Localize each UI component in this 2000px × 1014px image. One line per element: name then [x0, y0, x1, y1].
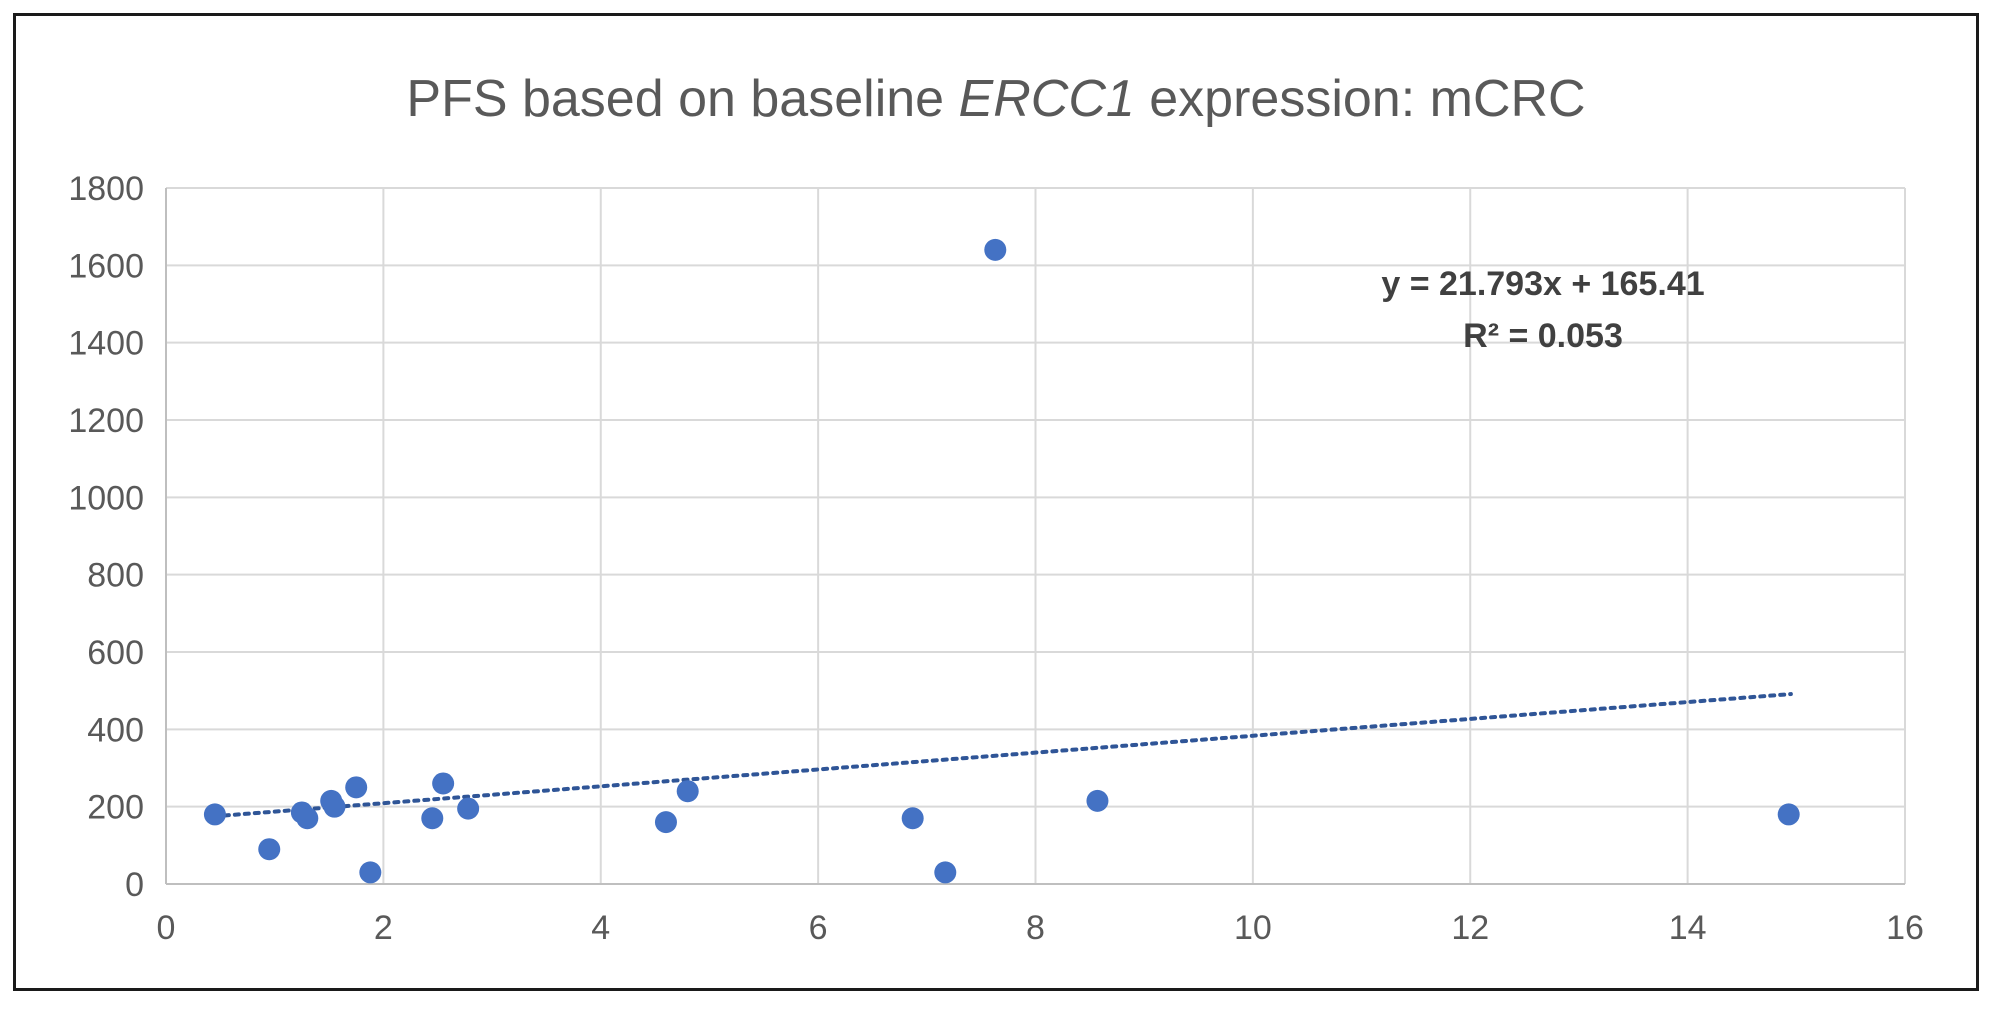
data-point: [984, 238, 1007, 261]
data-point: [432, 772, 455, 795]
data-point: [934, 861, 957, 884]
data-point: [457, 797, 480, 820]
chart-title: PFS based on baseline ERCC1 expression: …: [406, 70, 1585, 128]
y-tick-label: 800: [87, 557, 144, 595]
chart-title-part: ERCC1: [959, 70, 1135, 128]
trendline-group: [212, 692, 1793, 819]
trendline-equation-label: y = 21.793x + 165.41: [1381, 265, 1704, 303]
trendline: [212, 692, 1793, 819]
chart-frame: PFS based on baseline ERCC1 expression: …: [13, 13, 1979, 991]
x-tick-label: 2: [374, 909, 393, 947]
y-tick-label: 1400: [68, 325, 144, 363]
data-point: [901, 807, 924, 830]
chart-title-part: PFS based on baseline: [406, 70, 958, 128]
data-point: [676, 780, 699, 803]
chart-title-part: expression: mCRC: [1135, 70, 1586, 128]
data-point: [323, 795, 346, 818]
data-point: [654, 811, 677, 834]
x-tick-label: 10: [1234, 909, 1272, 947]
data-point: [1086, 789, 1109, 812]
y-tick-label: 1600: [68, 247, 144, 285]
axes: [165, 188, 1905, 885]
data-point: [421, 807, 444, 830]
y-tick-label: 1800: [68, 170, 144, 208]
y-tick-label: 200: [87, 789, 144, 827]
trendline-r2-label: R² = 0.053: [1463, 317, 1623, 355]
x-tick-label: 6: [809, 909, 828, 947]
data-point: [258, 838, 281, 861]
x-tick-label: 12: [1451, 909, 1489, 947]
y-tick-label: 0: [125, 866, 144, 904]
data-points: [203, 238, 1800, 884]
x-tick-label: 14: [1669, 909, 1707, 947]
data-point: [1777, 803, 1800, 826]
scatter-chart: PFS based on baseline ERCC1 expression: …: [68, 70, 1924, 947]
x-tick-label: 4: [591, 909, 610, 947]
x-tick-label: 16: [1886, 909, 1924, 947]
y-tick-label: 1000: [68, 479, 144, 517]
data-point: [296, 807, 319, 830]
y-tick-label: 400: [87, 711, 144, 749]
data-point: [345, 776, 368, 799]
x-tick-label: 8: [1026, 909, 1045, 947]
y-tick-label: 1200: [68, 402, 144, 440]
tick-labels: 0 200 400 600 800 1000 1200 1400 1600 1800 0 2 4 6 8 10…: [68, 170, 1924, 947]
x-tick-label: 0: [157, 909, 176, 947]
data-point: [359, 861, 382, 884]
data-point: [203, 803, 226, 826]
y-tick-label: 600: [87, 634, 144, 672]
